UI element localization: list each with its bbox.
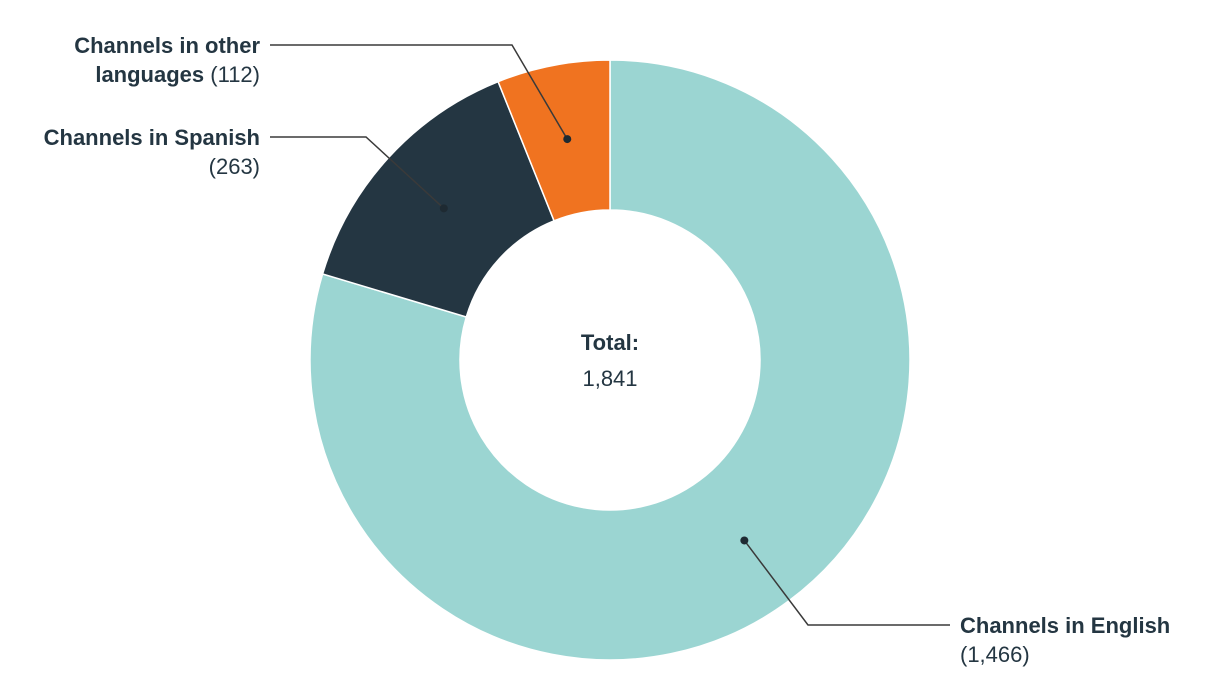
category-label: Channels in English <box>960 613 1171 638</box>
leader-dot <box>740 536 749 545</box>
slice-label: Channels in English (1,466) <box>960 611 1210 669</box>
leader-dot <box>563 135 572 144</box>
leader-line <box>270 44 568 140</box>
donut-slice <box>309 59 911 661</box>
category-label: Channels in Spanish <box>43 125 260 150</box>
leader-line <box>743 540 950 626</box>
center-total: 1,841 <box>582 366 638 391</box>
donut-slice <box>321 80 556 318</box>
value-label: (263) <box>208 154 260 179</box>
leader-line <box>270 136 445 209</box>
slice-label: Channels in other languages (112) <box>40 31 260 89</box>
value-label: (1,466) <box>960 642 1030 667</box>
value-label: (112) <box>210 62 260 87</box>
slice-label: Channels in Spanish (263) <box>10 123 260 181</box>
category-label: Channels in other languages <box>74 33 260 87</box>
center-title: Total: <box>580 330 640 355</box>
donut-slice <box>497 59 611 222</box>
leader-dot <box>439 204 448 213</box>
